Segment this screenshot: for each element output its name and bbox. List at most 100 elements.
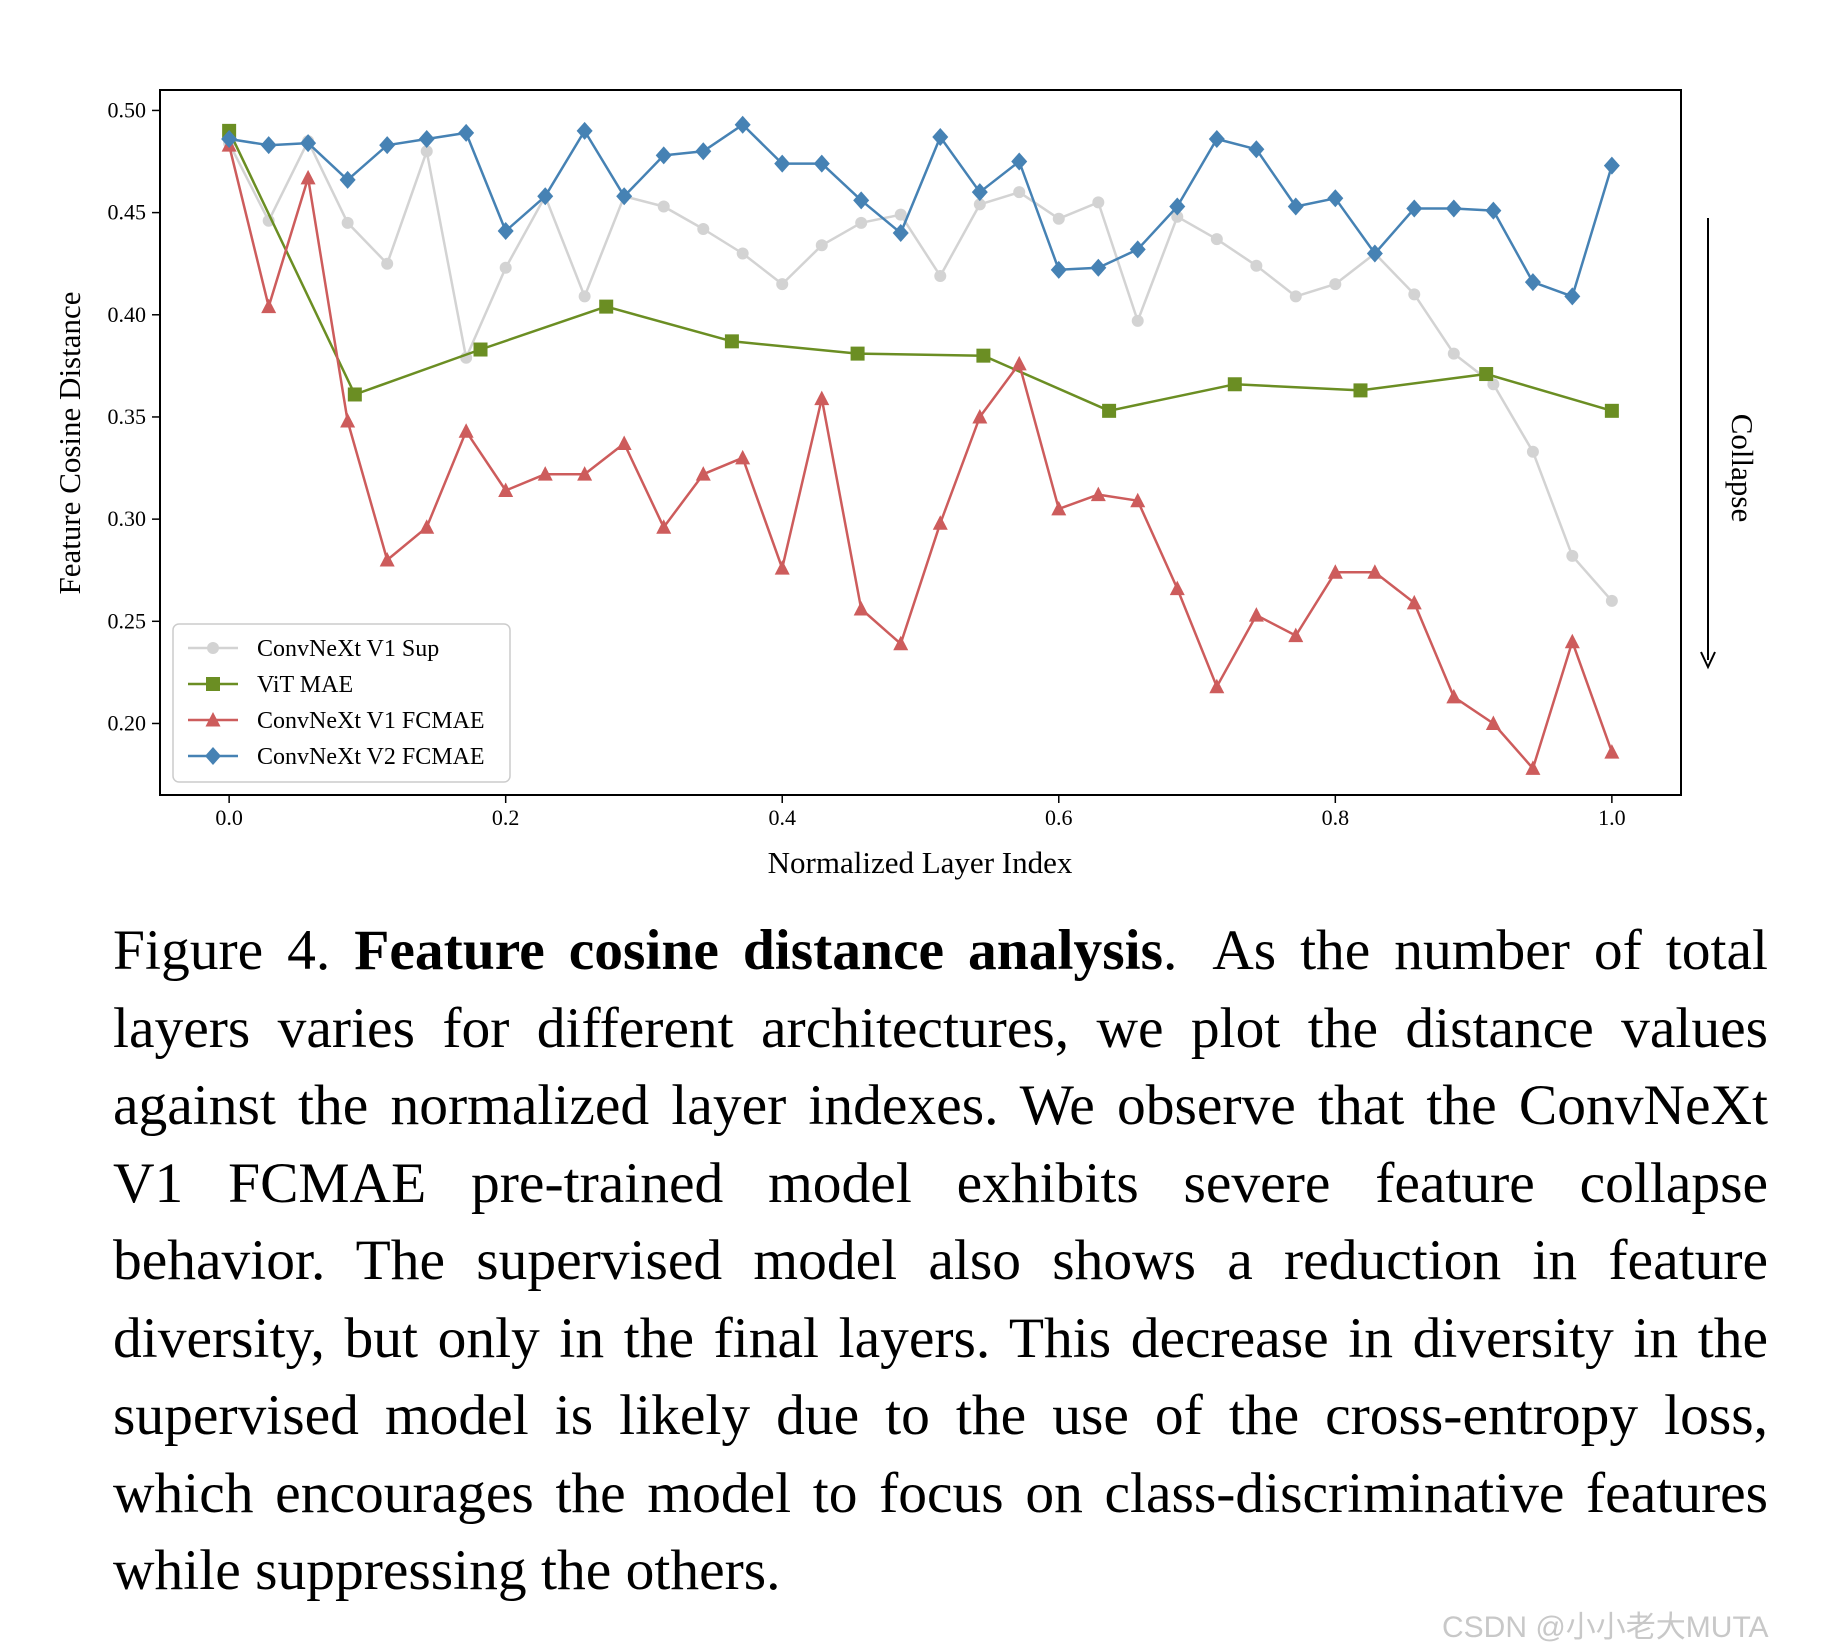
- legend-items: ConvNeXt V1 Sup ViT MAE ConvNeXt V1 FCMAE C…: [188, 636, 485, 770]
- data-point-convnext-v2-fcmae: [734, 115, 751, 134]
- legend-item-vit-mae: ViT MAE: [188, 672, 353, 698]
- data-point-convnext-v2-fcmae: [1050, 260, 1067, 279]
- legend-swatch-marker: [205, 712, 221, 727]
- data-point-vit-mae: [1102, 403, 1117, 418]
- data-point-convnext-v1-sup: [420, 145, 433, 158]
- data-point-convnext-v1-fcmae: [419, 519, 435, 534]
- collapse-label: Collapse: [1725, 414, 1760, 523]
- data-point-convnext-v1-sup: [1131, 314, 1144, 327]
- watermark: CSDN @小小老大MUTA: [1442, 1611, 1769, 1644]
- data-point-convnext-v1-sup: [1092, 196, 1105, 209]
- data-point-convnext-v1-sup: [1566, 549, 1579, 562]
- series-line-convnext-v1-sup: [227, 139, 1613, 602]
- y-tick-label: 0.20: [108, 710, 147, 735]
- data-point-convnext-v1-sup: [1408, 288, 1421, 301]
- data-point-convnext-v2-fcmae: [260, 136, 277, 155]
- data-point-convnext-v2-fcmae: [418, 130, 435, 149]
- data-point-convnext-v2-fcmae: [932, 128, 949, 146]
- x-axis-ticks: 0.0 0.2 0.4 0.6 0.8 1.0: [215, 795, 1626, 830]
- data-point-convnext-v1-fcmae: [1130, 492, 1146, 508]
- legend-swatch-marker: [206, 677, 220, 691]
- x-tick-label: 0.6: [1045, 805, 1073, 830]
- data-point-convnext-v1-fcmae: [1011, 355, 1027, 371]
- data-point-vit-mae: [347, 387, 362, 402]
- data-point-convnext-v1-fcmae: [577, 466, 593, 481]
- data-point-convnext-v2-fcmae: [774, 154, 791, 173]
- data-point-convnext-v2-fcmae: [339, 170, 356, 189]
- data-point-convnext-v2-fcmae: [1208, 130, 1225, 149]
- data-point-convnext-v1-fcmae: [1248, 607, 1264, 622]
- data-point-convnext-v2-fcmae: [458, 123, 475, 142]
- data-point-convnext-v1-fcmae: [1446, 688, 1462, 704]
- data-point-convnext-v2-fcmae: [1445, 199, 1462, 218]
- data-point-convnext-v1-fcmae: [1209, 678, 1225, 694]
- y-tick-label: 0.25: [108, 608, 147, 633]
- data-point-convnext-v2-fcmae: [853, 191, 870, 210]
- data-point-convnext-v1-sup: [1289, 290, 1302, 303]
- data-point-convnext-v1-sup: [1526, 445, 1539, 458]
- data-point-convnext-v1-sup: [973, 198, 986, 211]
- x-tick-label: 0.0: [215, 805, 243, 830]
- data-point-convnext-v2-fcmae: [379, 136, 396, 155]
- data-point-convnext-v1-fcmae: [458, 423, 474, 438]
- data-point-convnext-v1-fcmae: [498, 482, 514, 498]
- y-tick-label: 0.50: [108, 97, 147, 122]
- feature-cosine-distance-chart: 0.0 0.2 0.4 0.6 0.8 1.0 0.200.250.300.350.400…: [52, 89, 1760, 880]
- figure-caption: Figure 4. Feature cosine distance analys…: [113, 912, 1768, 1610]
- data-point-convnext-v2-fcmae: [1564, 287, 1581, 306]
- legend-swatch-marker: [205, 747, 221, 765]
- data-point-convnext-v1-fcmae: [1367, 564, 1383, 579]
- data-point-convnext-v1-sup: [1013, 186, 1026, 199]
- data-point-convnext-v1-fcmae: [1090, 486, 1106, 502]
- x-axis-label: Normalized Layer Index: [768, 845, 1073, 880]
- data-point-convnext-v1-sup: [1052, 212, 1065, 225]
- data-point-convnext-v1-fcmae: [774, 560, 790, 575]
- figure-label: Figure 4.: [113, 919, 331, 982]
- data-point-convnext-v1-sup: [1605, 594, 1618, 607]
- data-point-vit-mae: [976, 348, 991, 363]
- caption-title: Feature cosine distance analysis: [354, 919, 1163, 982]
- data-point-convnext-v1-sup: [1447, 347, 1460, 360]
- data-point-convnext-v2-fcmae: [655, 146, 672, 165]
- data-point-vit-mae: [1227, 377, 1242, 392]
- collapse-annotation: Collapse: [1700, 218, 1760, 670]
- data-point-convnext-v1-fcmae: [1485, 715, 1501, 730]
- x-tick-label: 0.4: [768, 805, 796, 830]
- series-convnext-v2-fcmae: [221, 115, 1620, 306]
- legend: ConvNeXt V1 Sup ViT MAE ConvNeXt V1 FCMAE C…: [172, 623, 511, 783]
- data-point-convnext-v2-fcmae: [1366, 244, 1383, 263]
- series-vit-mae: [222, 123, 1619, 418]
- data-point-convnext-v1-fcmae: [1525, 760, 1541, 775]
- data-point-convnext-v2-fcmae: [221, 130, 238, 149]
- data-point-convnext-v1-sup: [499, 261, 512, 274]
- data-point-convnext-v1-sup: [341, 216, 354, 229]
- data-point-convnext-v1-fcmae: [1051, 500, 1067, 516]
- data-point-convnext-v1-sup: [934, 269, 947, 282]
- y-tick-label: 0.40: [108, 302, 147, 327]
- data-point-vit-mae: [1353, 383, 1368, 398]
- data-point-convnext-v2-fcmae: [1011, 152, 1028, 171]
- data-point-convnext-v1-sup: [697, 222, 710, 235]
- data-point-convnext-v1-fcmae: [261, 298, 277, 314]
- data-point-convnext-v2-fcmae: [1327, 189, 1344, 208]
- data-point-convnext-v1-fcmae: [656, 519, 672, 534]
- data-point-convnext-v1-fcmae: [616, 435, 632, 451]
- data-point-convnext-v1-fcmae: [695, 466, 711, 481]
- data-point-convnext-v1-sup: [1171, 210, 1184, 223]
- y-tick-label: 0.30: [108, 506, 147, 531]
- x-tick-label: 0.2: [492, 805, 520, 830]
- plot-frame: [159, 89, 1682, 796]
- data-point-convnext-v1-fcmae: [1288, 627, 1304, 643]
- series-line-vit-mae: [227, 130, 1613, 413]
- data-point-convnext-v1-fcmae: [1604, 744, 1620, 759]
- data-point-convnext-v2-fcmae: [1248, 140, 1265, 159]
- data-point-convnext-v1-fcmae: [735, 449, 751, 465]
- data-point-convnext-v2-fcmae: [1603, 156, 1620, 175]
- data-point-convnext-v2-fcmae: [892, 224, 909, 243]
- y-axis-ticks: 0.20 0.25 0.30 0.35 0.40 0.45 0.50: [108, 97, 160, 735]
- data-point-convnext-v1-fcmae: [932, 515, 948, 530]
- legend-item-convnext-v2-fcmae: ConvNeXt V2 FCMAE: [188, 744, 485, 770]
- caption-title-end: .: [1163, 919, 1178, 982]
- data-point-convnext-v2-fcmae: [616, 187, 633, 206]
- legend-label: ViT MAE: [257, 672, 353, 698]
